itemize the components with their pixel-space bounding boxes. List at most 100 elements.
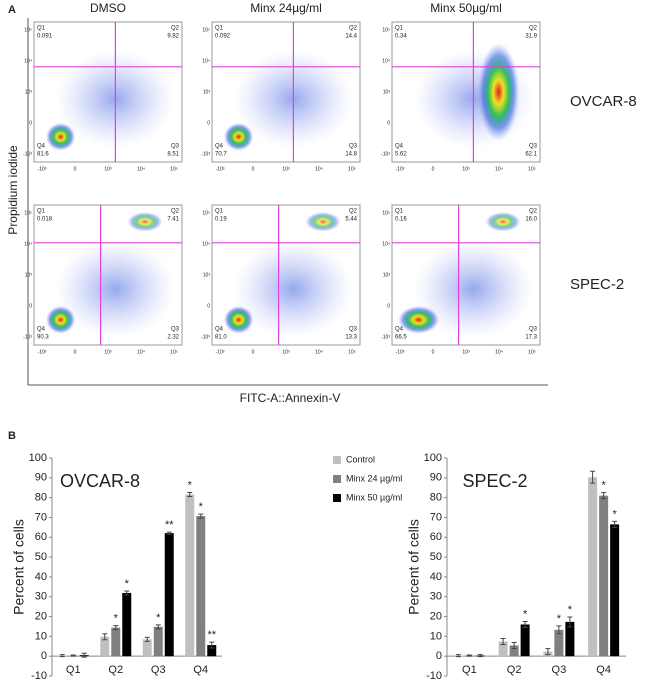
x-tick-label: 10³ [104,166,112,172]
x-tick-label: -10³ [396,166,405,172]
quadrant-value: 0.091 [37,34,53,40]
x-tick-label: -10³ [38,166,47,172]
y-tick-label: 0 [207,120,210,126]
quadrant-name: Q1 [395,26,404,32]
error-bar [187,491,193,497]
error-bar [455,654,461,658]
y-tick-label: 10⁴ [202,58,210,64]
significance-label: * [125,578,130,590]
bar [498,641,508,657]
quadrant-value: 31.9 [525,34,537,40]
quadrant-name: Q4 [37,327,46,333]
density-core [223,122,254,151]
density-core [305,212,341,232]
error-bar [567,616,573,628]
quadrant-value: 7.41 [167,217,179,223]
y-tick-label: 30 [35,591,47,603]
quadrant-name: Q4 [395,144,404,150]
x-tick-label: 10⁵ [348,166,356,172]
significance-label: * [557,613,562,625]
y-tick-label: 10⁵ [202,210,210,216]
significance-label: * [114,613,119,625]
x-tick-label: 10⁵ [170,349,178,355]
bar [111,627,121,657]
x-tick-label: 10³ [104,349,112,355]
quadrant-name: Q1 [215,209,224,215]
x-tick-label: 10³ [462,349,470,355]
error-bar [590,470,596,484]
y-tick-label: 10⁵ [382,210,390,216]
bar [100,636,110,657]
quadrant-name: Q3 [529,144,538,150]
error-bar [466,654,472,657]
y-axis-label: Percent of cells [11,519,27,615]
quadrant-name: Q1 [215,26,224,32]
y-tick-label: 60 [430,531,442,543]
error-bar [166,531,172,535]
quadrant-value: 66.5 [395,335,407,341]
y-tick-label: 20 [430,610,442,622]
quadrant-name: Q1 [37,209,46,215]
y-tick-label: 40 [35,571,47,583]
quadrant-name: Q2 [529,26,538,32]
legend-label: Minx 24 µg/ml [346,473,402,483]
quadrant-value: 9.82 [167,34,179,40]
x-tick-label: 10⁴ [137,166,145,172]
x-tick-label: Q2 [507,664,522,676]
x-tick-label: -10³ [216,166,225,172]
y-tick-label: 80 [430,492,442,504]
y-tick-label: 10³ [203,89,211,95]
error-bar [612,520,618,528]
density-core [127,212,163,232]
bar [196,516,206,657]
density-core [45,122,76,151]
quadrant-value: 0.018 [37,217,53,223]
x-tick-label: 10³ [282,166,290,172]
quadrant-name: Q3 [171,327,180,333]
y-tick-label: 0 [436,650,442,662]
column-header: Minx 50µg/ml [430,1,502,15]
significance-label: * [188,479,193,491]
x-axis-label: FITC-A::Annexin-V [240,391,341,405]
y-tick-label: 100 [424,452,442,464]
legend-label: Control [346,454,375,464]
x-tick-label: 10³ [462,166,470,172]
quadrant-value: 2.32 [167,335,179,341]
quadrant-value: 0.19 [215,217,227,223]
y-tick-label: 70 [430,511,442,523]
y-tick-label: 100 [29,452,47,464]
quadrant-value: 14.4 [345,34,357,40]
row-label: SPEC-2 [570,276,624,293]
y-tick-label: 10⁵ [24,27,32,33]
y-tick-label: -10 [31,670,47,682]
x-tick-label: Q1 [462,664,477,676]
quadrant-name: Q3 [349,144,358,150]
error-bar [59,654,65,658]
error-bar [113,625,119,631]
quadrant-name: Q4 [215,327,224,333]
quadrant-value: 13.3 [345,335,357,341]
y-tick-label: 0 [207,303,210,309]
x-tick-label: 10⁴ [495,349,503,355]
density-core [477,43,520,141]
x-tick-label: 0 [252,349,255,355]
panel-label: A [8,4,16,16]
quadrant-value: 62.1 [525,152,537,158]
y-tick-label: 10⁴ [202,241,210,247]
y-tick-label: 10⁵ [24,210,32,216]
legend-swatch [333,475,341,483]
column-header: Minx 24µg/ml [250,1,322,15]
significance-label: ** [207,629,216,641]
bar [565,621,575,657]
significance-label: * [156,612,161,624]
quadrant-name: Q3 [171,144,180,150]
x-tick-label: -10³ [216,349,225,355]
density-core [397,305,440,334]
quadrant-value: 5.44 [345,217,357,223]
bar [122,592,132,657]
x-tick-label: -10³ [396,349,405,355]
bar [599,495,609,657]
y-tick-label: 40 [430,571,442,583]
y-tick-label: 30 [430,591,442,603]
